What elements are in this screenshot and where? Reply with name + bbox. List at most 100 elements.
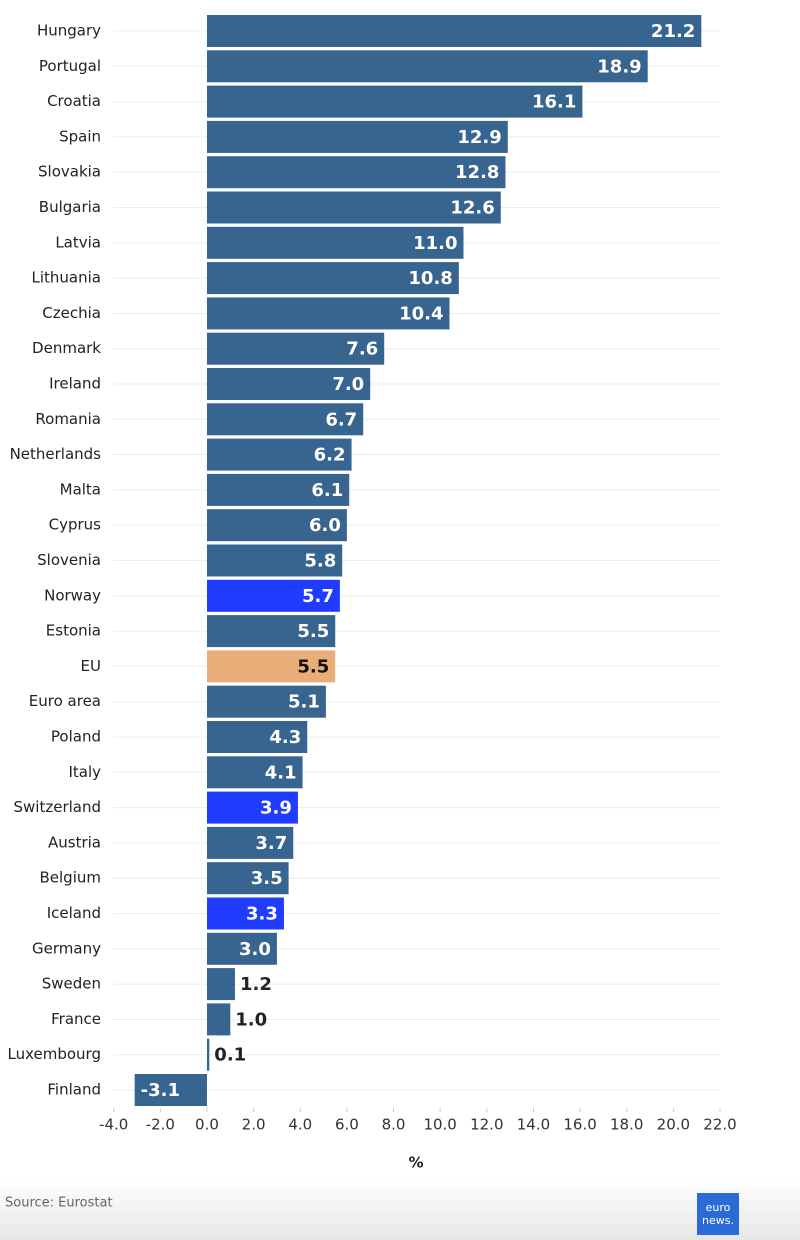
category-label: Poland (51, 728, 101, 746)
x-tick-label: -4.0 (99, 1116, 128, 1134)
value-label: 1.0 (235, 1009, 267, 1030)
category-label: Estonia (46, 622, 101, 640)
value-label: 5.5 (297, 656, 329, 677)
bar (206, 862, 289, 895)
source: Source: Eurostat (5, 1196, 113, 1211)
logo-box (697, 1193, 739, 1235)
bar (206, 368, 371, 400)
x-tick-label: 12.0 (470, 1116, 503, 1134)
value-label: -3.1 (141, 1080, 180, 1101)
bar (206, 615, 336, 648)
category-label: Malta (60, 480, 101, 498)
footer-bg (0, 1180, 800, 1240)
value-label: 11.0 (413, 233, 457, 254)
bar (206, 226, 464, 259)
category-label: Germany (32, 939, 101, 957)
category-label: Euro area (29, 692, 101, 710)
x-tick-label: 4.0 (288, 1116, 312, 1134)
x-tick-label: 2.0 (242, 1116, 266, 1134)
category-label: Netherlands (10, 445, 102, 463)
category-label: Romania (35, 410, 101, 428)
category-label: Croatia (47, 92, 101, 110)
value-label: 7.6 (346, 339, 378, 360)
value-label: 0.1 (214, 1045, 246, 1066)
category-label: Iceland (47, 904, 101, 922)
value-label: 4.3 (269, 727, 301, 748)
value-label: 1.2 (240, 974, 272, 995)
value-label: 3.7 (255, 833, 287, 854)
category-label: Slovenia (37, 551, 101, 569)
value-label: 16.1 (532, 92, 576, 113)
category-label: Bulgaria (39, 198, 101, 216)
value-label: 3.5 (251, 868, 283, 889)
category-label: Denmark (32, 339, 101, 357)
category-label: Hungary (37, 22, 101, 40)
value-label: 12.6 (450, 198, 494, 219)
bar (206, 509, 347, 542)
x-tick-label: 10.0 (423, 1116, 456, 1134)
x-tick-label: 8.0 (382, 1116, 406, 1134)
value-label: 3.3 (246, 904, 278, 925)
x-tick-label: 14.0 (517, 1116, 550, 1134)
x-axis-title: % (408, 1154, 423, 1172)
value-label: 12.8 (455, 162, 499, 183)
category-label: Slovakia (38, 163, 101, 181)
x-tick-label: 18.0 (610, 1116, 643, 1134)
category-label: Lithuania (32, 269, 101, 287)
bar (206, 685, 326, 718)
bar (206, 85, 583, 118)
logo-text: news. (702, 1214, 734, 1227)
value-label: 3.0 (239, 939, 271, 960)
bar (206, 1038, 210, 1071)
bar (206, 15, 702, 47)
bar (206, 1003, 231, 1036)
bar (206, 332, 385, 365)
bar (206, 262, 459, 295)
value-label: 5.1 (288, 692, 320, 713)
category-label: Norway (44, 586, 101, 604)
category-label: Portugal (39, 57, 101, 75)
x-tick-label: 0.0 (195, 1116, 219, 1134)
x-tick-label: 6.0 (335, 1116, 359, 1134)
category-label: Italy (68, 763, 101, 781)
value-label: 18.9 (597, 56, 641, 77)
category-label: Czechia (42, 304, 101, 322)
x-tick-label: 16.0 (563, 1116, 596, 1134)
category-label: France (51, 1010, 101, 1028)
bar (134, 1074, 207, 1106)
x-tick-label: 22.0 (703, 1116, 736, 1134)
bar (206, 297, 450, 330)
bar (206, 438, 352, 471)
bar (206, 756, 303, 789)
bar (206, 721, 308, 753)
value-label: 21.2 (651, 21, 695, 42)
value-label: 6.1 (311, 480, 343, 501)
category-label: EU (81, 657, 101, 675)
category-label: Belgium (40, 869, 102, 887)
bar (206, 544, 343, 577)
value-label: 5.8 (304, 551, 336, 572)
bar (206, 826, 294, 859)
category-label: Latvia (55, 233, 101, 251)
bar (206, 791, 298, 824)
value-label: 7.0 (332, 374, 364, 395)
logo-text: euro (706, 1201, 731, 1214)
value-label: 12.9 (457, 127, 501, 148)
bar (206, 968, 235, 1001)
value-label: 6.7 (325, 409, 357, 430)
bar (206, 650, 336, 683)
category-label: Finland (47, 1081, 101, 1099)
bar (206, 932, 277, 965)
category-label: Spain (59, 127, 101, 145)
value-label: 5.5 (297, 621, 329, 642)
value-label: 6.2 (314, 445, 346, 466)
bar (206, 156, 506, 189)
category-label: Luxembourg (8, 1045, 102, 1063)
category-label: Switzerland (14, 798, 102, 816)
value-label: 3.9 (260, 798, 292, 819)
bar (206, 191, 501, 224)
category-label: Ireland (49, 375, 101, 393)
value-label: 5.7 (302, 586, 334, 607)
